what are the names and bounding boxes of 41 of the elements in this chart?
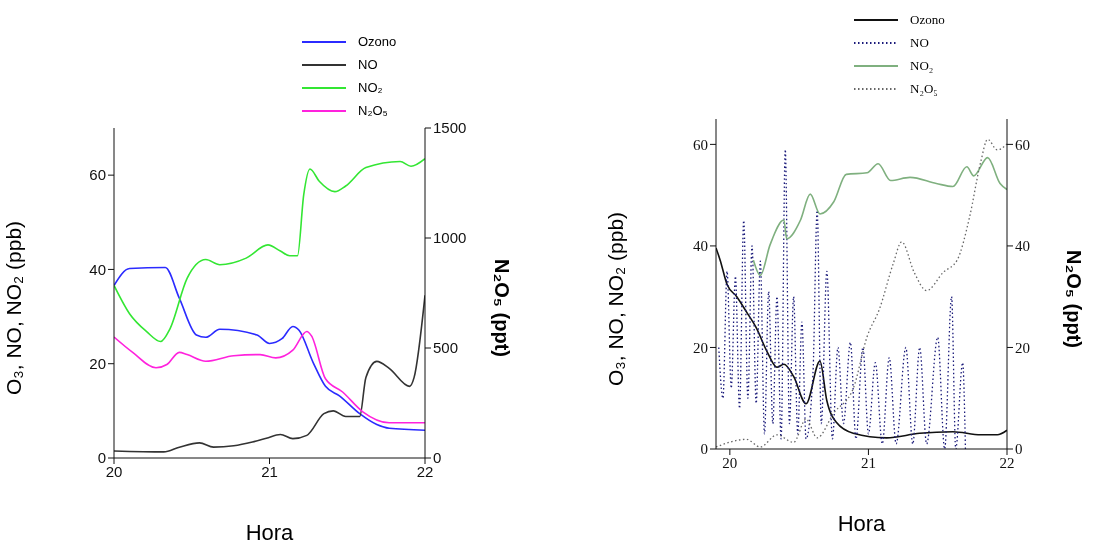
legend-label: NO₂ <box>358 80 383 95</box>
x-tick-label: 22 <box>416 462 434 480</box>
y2-tick-label: 0 <box>433 449 442 467</box>
y-tick-label: 60 <box>693 136 708 153</box>
legend-label: N₂O₅ <box>910 80 938 97</box>
x-tick-label: 21 <box>860 454 876 471</box>
y-tick-label: 20 <box>89 355 106 373</box>
x-axis-title: Hora <box>836 511 887 537</box>
legend-label: Ozono <box>358 34 397 49</box>
line-series <box>718 148 967 449</box>
legend-label: NO₂ <box>910 57 934 74</box>
y2-tick-label: 20 <box>1015 339 1030 356</box>
x-tick-label: 20 <box>722 454 738 471</box>
line-series <box>752 156 1007 277</box>
y2-tick-label: 1500 <box>433 119 467 137</box>
y2-axis-title: N₂O₅ (ppt) <box>489 258 513 358</box>
y-tick-label: 40 <box>693 238 708 255</box>
legend-label: NO <box>910 34 929 51</box>
legend-label: N₂O₅ <box>358 103 388 118</box>
y-tick-label: 0 <box>97 449 106 467</box>
line-series <box>114 266 425 431</box>
y2-tick-label: 60 <box>1015 136 1030 153</box>
x-tick-label: 22 <box>999 454 1015 471</box>
y-tick-label: 60 <box>89 166 106 184</box>
y-tick-label: 0 <box>700 441 708 458</box>
legend-label: Ozono <box>910 11 945 28</box>
y2-tick-label: 1000 <box>433 229 467 247</box>
x-axis-title: Hora <box>244 520 295 546</box>
y-tick-label: 20 <box>693 339 708 356</box>
y2-tick-label: 40 <box>1015 238 1030 255</box>
y-tick-label: 40 <box>89 260 106 278</box>
y2-axis-title: N₂O₅ (ppt) <box>1061 249 1085 349</box>
line-series <box>114 330 425 424</box>
x-tick-label: 20 <box>105 462 123 480</box>
y-axis-title: O₃, NO, NO₂ (ppb) <box>2 220 26 396</box>
line-series <box>114 157 425 343</box>
y2-tick-label: 500 <box>433 339 459 357</box>
y-axis-title: O₃, NO, NO₂ (ppb) <box>604 211 628 387</box>
y2-tick-label: 0 <box>1015 441 1023 458</box>
x-tick-label: 21 <box>261 462 278 480</box>
legend-label: NO <box>358 57 378 72</box>
